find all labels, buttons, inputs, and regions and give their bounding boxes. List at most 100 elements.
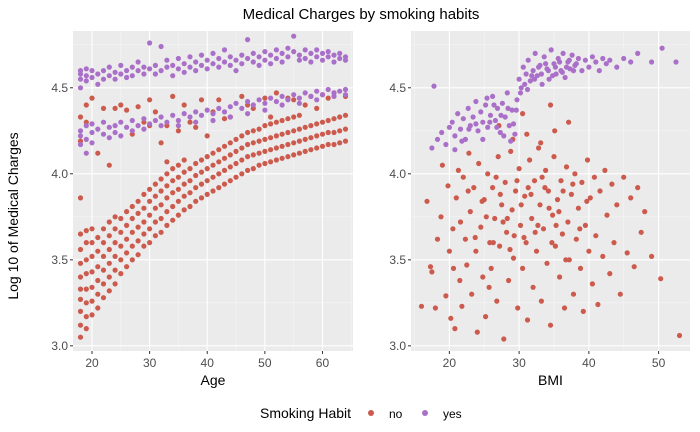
point-no — [584, 157, 591, 163]
point-no — [204, 191, 210, 197]
point-no — [497, 243, 503, 249]
point-no — [296, 112, 302, 118]
point-no — [600, 253, 606, 259]
point-no — [628, 195, 634, 201]
point-yes — [262, 100, 268, 106]
point-no — [227, 164, 233, 170]
point-yes — [319, 92, 326, 98]
point-no — [450, 265, 457, 271]
point-no — [239, 93, 245, 99]
point-yes — [106, 135, 112, 141]
point-no — [524, 131, 530, 137]
point-no — [181, 169, 187, 175]
point-yes — [89, 140, 95, 146]
point-no — [531, 178, 538, 184]
point-yes — [141, 126, 147, 132]
point-yes — [273, 98, 279, 105]
point-yes — [175, 66, 181, 72]
point-yes — [129, 64, 135, 70]
point-yes — [100, 119, 107, 125]
point-yes — [147, 40, 153, 46]
x-tick-label: 50 — [652, 356, 666, 370]
point-no — [554, 197, 561, 203]
point-yes — [490, 93, 496, 99]
point-no — [273, 90, 279, 96]
point-yes — [429, 145, 435, 151]
point-yes — [649, 59, 655, 65]
point-yes — [452, 147, 458, 153]
point-yes — [95, 126, 101, 132]
point-yes — [227, 62, 233, 68]
point-yes — [443, 141, 449, 148]
point-no — [170, 166, 176, 172]
point-no — [170, 217, 176, 223]
point-no — [239, 171, 245, 177]
point-yes — [431, 83, 437, 89]
point-yes — [589, 54, 596, 60]
point-yes — [279, 50, 285, 57]
point-no — [256, 138, 262, 144]
point-no — [83, 257, 89, 263]
point-no — [507, 246, 513, 253]
point-yes — [534, 73, 540, 79]
point-yes — [491, 102, 497, 108]
point-no — [504, 229, 510, 235]
point-no — [262, 123, 268, 129]
point-no — [509, 207, 515, 213]
point-no — [204, 154, 210, 160]
point-no — [604, 212, 610, 218]
point-no — [308, 147, 314, 153]
point-no — [181, 102, 187, 108]
point-no — [472, 234, 478, 241]
point-yes — [112, 76, 118, 82]
point-no — [216, 171, 222, 177]
x-tick-label: 60 — [316, 356, 330, 370]
point-no — [106, 219, 112, 225]
point-no — [164, 159, 170, 165]
point-no — [302, 148, 308, 154]
point-yes — [83, 73, 89, 79]
point-no — [106, 162, 112, 168]
point-no — [566, 119, 572, 125]
point-no — [89, 298, 95, 304]
point-no — [95, 248, 101, 254]
point-no — [546, 205, 552, 211]
point-yes — [106, 124, 112, 130]
point-no — [147, 226, 153, 232]
point-no — [175, 212, 181, 218]
x-tick-label: 40 — [582, 356, 596, 370]
point-yes — [256, 97, 262, 103]
point-no — [552, 243, 559, 249]
point-yes — [536, 64, 542, 70]
point-no — [158, 188, 164, 194]
point-no — [152, 219, 158, 225]
point-yes — [596, 68, 602, 74]
point-yes — [77, 141, 84, 148]
point-yes — [170, 62, 176, 68]
point-no — [83, 326, 89, 332]
point-yes — [256, 54, 262, 60]
point-no — [418, 303, 425, 309]
point-no — [95, 305, 101, 311]
point-no — [490, 185, 496, 191]
point-yes — [518, 85, 524, 91]
point-yes — [532, 50, 538, 57]
point-no — [539, 174, 545, 180]
point-no — [170, 178, 176, 184]
point-yes — [494, 105, 501, 111]
point-yes — [308, 59, 314, 65]
point-yes — [112, 129, 118, 136]
point-yes — [449, 119, 455, 125]
point-no — [175, 162, 181, 168]
point-no — [227, 152, 233, 158]
point-yes — [498, 112, 504, 118]
point-no — [535, 222, 541, 228]
point-yes — [164, 119, 170, 125]
point-no — [499, 202, 505, 208]
point-no — [490, 240, 496, 246]
point-yes — [95, 71, 101, 77]
point-no — [528, 191, 534, 197]
point-yes — [83, 78, 89, 84]
point-no — [314, 133, 320, 139]
point-no — [580, 308, 586, 314]
